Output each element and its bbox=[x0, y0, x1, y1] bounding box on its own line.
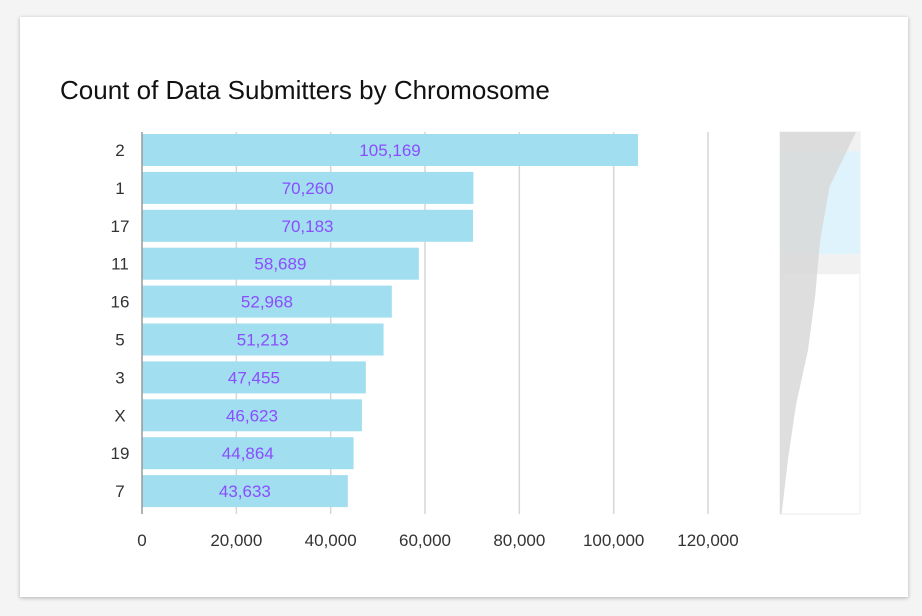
navigator-silhouette bbox=[780, 132, 856, 514]
bar bbox=[142, 399, 362, 432]
bar bbox=[142, 475, 348, 508]
x-tick-label: 120,000 bbox=[677, 531, 738, 550]
x-tick-label: 0 bbox=[137, 531, 146, 550]
x-tick-label: 60,000 bbox=[399, 531, 451, 550]
bar-value-label: 70,260 bbox=[282, 179, 334, 198]
category-label: 5 bbox=[115, 331, 124, 350]
bar-value-label: 51,213 bbox=[237, 331, 289, 350]
bar bbox=[142, 134, 639, 166]
bar-value-label: 105,169 bbox=[359, 141, 420, 160]
x-tick-label: 100,000 bbox=[583, 531, 644, 550]
bar bbox=[142, 247, 419, 280]
bar-value-label: 70,183 bbox=[282, 217, 334, 236]
category-label: 17 bbox=[111, 217, 130, 236]
x-tick-label: 20,000 bbox=[210, 531, 262, 550]
bar bbox=[142, 323, 384, 356]
bar-value-label: 58,689 bbox=[254, 255, 306, 274]
bar-value-label: 47,455 bbox=[228, 368, 280, 387]
category-label: 2 bbox=[115, 141, 124, 160]
chart-title: Count of Data Submitters by Chromosome bbox=[60, 75, 550, 105]
bars: 105,169 70,260 70,183 58,689 52,968 51,213 47,… bbox=[142, 134, 639, 508]
bar-value-label: 44,864 bbox=[222, 444, 274, 463]
axes: 0 20,000 40,000 60,000 80,000 100,000 120,000 2… bbox=[111, 132, 739, 550]
category-label: 7 bbox=[115, 482, 124, 501]
bar bbox=[142, 285, 392, 318]
category-label: 3 bbox=[115, 368, 124, 387]
bar bbox=[142, 209, 474, 242]
bar-value-label: 43,633 bbox=[219, 482, 271, 501]
category-label: 19 bbox=[111, 444, 130, 463]
category-label: 1 bbox=[115, 179, 124, 198]
x-tick-label: 40,000 bbox=[305, 531, 357, 550]
category-label: 11 bbox=[111, 255, 129, 274]
bar bbox=[142, 437, 354, 470]
x-tick-label: 80,000 bbox=[493, 531, 545, 550]
bar-value-label: 52,968 bbox=[241, 293, 293, 312]
bar bbox=[142, 361, 366, 394]
bar-value-label: 46,623 bbox=[226, 406, 278, 425]
bar bbox=[142, 171, 474, 204]
category-label: X bbox=[114, 406, 125, 425]
category-label: 16 bbox=[111, 293, 130, 312]
